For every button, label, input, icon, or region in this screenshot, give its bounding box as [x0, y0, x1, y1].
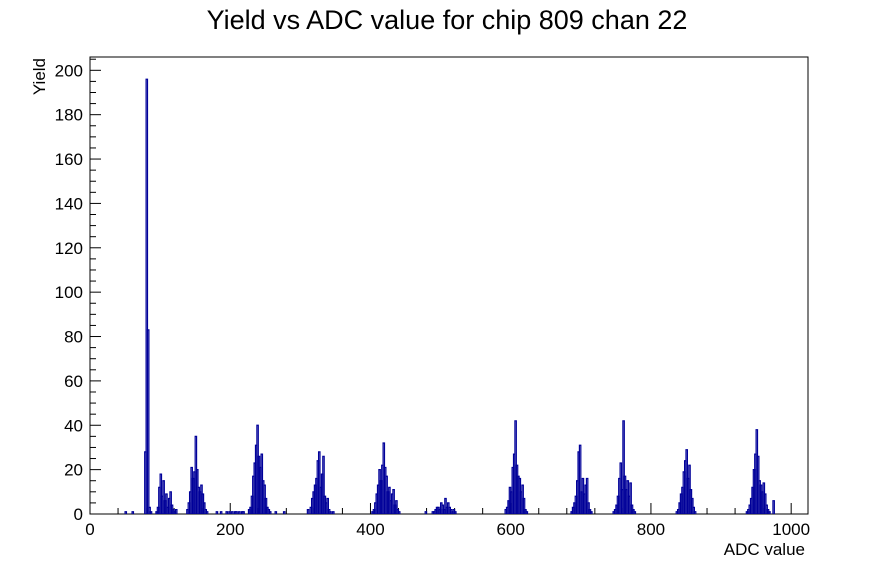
- histogram-bin: [317, 451, 321, 514]
- y-axis-tick-labels: 0 20 40 60 80 100 120 140 160 180 200: [55, 61, 83, 524]
- y-tick-label: 160: [55, 150, 83, 169]
- histogram-bin: [522, 497, 526, 514]
- y-tick-label: 60: [64, 372, 83, 391]
- histogram-bin: [424, 511, 428, 514]
- histogram-bin: [454, 511, 457, 514]
- y-axis-label: Yield: [30, 58, 49, 95]
- x-tick-label: 400: [356, 520, 384, 539]
- x-axis-tick-labels: 0 200 400 600 800 1000: [85, 520, 810, 539]
- histogram-bin: [215, 511, 219, 514]
- histogram-bin: [235, 511, 238, 514]
- histogram-bin: [444, 497, 447, 514]
- histogram-bin: [619, 462, 623, 514]
- histogram-bin: [231, 511, 234, 514]
- histogram-bin: [159, 473, 163, 514]
- histogram-bin: [238, 511, 241, 514]
- histogram-bin: [326, 497, 329, 514]
- y-tick-label: 80: [64, 328, 83, 347]
- histogram-bin: [397, 511, 401, 514]
- histogram-bin: [578, 444, 582, 514]
- y-tick-label: 20: [64, 461, 83, 480]
- x-tick-label: 800: [637, 520, 665, 539]
- y-tick-label: 200: [55, 61, 83, 80]
- histogram-bin: [242, 511, 245, 514]
- histogram-bin: [131, 511, 135, 514]
- histogram-bin: [148, 506, 151, 514]
- y-tick-label: 40: [64, 416, 83, 435]
- histogram-bin: [693, 511, 697, 514]
- histogram-bin: [332, 511, 335, 514]
- histogram-bin: [274, 511, 278, 514]
- histogram-series: [124, 78, 775, 514]
- histogram-bin: [225, 511, 229, 514]
- histogram-bin: [329, 511, 332, 514]
- y-tick-label: 0: [74, 505, 83, 524]
- x-tick-label: 0: [85, 520, 94, 539]
- histogram-bin: [585, 477, 589, 514]
- histogram-bin: [146, 329, 150, 514]
- chart-title: Yield vs ADC value for chip 809 chan 22: [207, 5, 688, 35]
- histogram-bin: [587, 502, 590, 514]
- x-tick-label: 600: [497, 520, 525, 539]
- x-tick-label: 1000: [772, 520, 810, 539]
- histogram-bin: [205, 511, 209, 514]
- histogram-bin: [395, 500, 398, 514]
- y-tick-label: 140: [55, 194, 83, 213]
- y-tick-label: 180: [55, 106, 83, 125]
- histogram-bin: [629, 482, 632, 514]
- histogram-bin: [202, 502, 206, 514]
- histogram-bin: [691, 497, 694, 514]
- histogram-bin: [768, 511, 771, 514]
- histogram-bin: [306, 508, 310, 514]
- x-tick-label: 200: [216, 520, 244, 539]
- histogram-bin: [772, 500, 775, 514]
- histogram-bin: [174, 508, 178, 514]
- plot-frame: [89, 56, 809, 515]
- histogram-bin: [145, 78, 149, 514]
- histogram-bin: [268, 511, 272, 514]
- histogram-bin: [525, 511, 529, 514]
- histogram-bin: [228, 511, 231, 514]
- histogram-bin: [692, 506, 696, 514]
- histogram-bin: [392, 488, 395, 514]
- histogram-bin: [169, 491, 172, 514]
- histogram-bin: [264, 497, 268, 514]
- histogram-bin: [282, 511, 286, 514]
- x-axis-label: ADC value: [724, 540, 805, 559]
- histogram-bin: [633, 511, 637, 514]
- histogram-bin: [149, 511, 153, 514]
- histogram-bin: [322, 455, 325, 514]
- histogram-bin: [622, 420, 625, 514]
- y-tick-label: 120: [55, 239, 83, 258]
- histogram-bin: [219, 511, 223, 514]
- histogram-bin: [162, 480, 165, 514]
- histogram-bin: [165, 493, 168, 514]
- y-tick-label: 100: [55, 283, 83, 302]
- histogram-bin: [124, 511, 128, 514]
- y-axis-ticks: [90, 58, 101, 515]
- histogram-bin: [763, 493, 767, 514]
- histogram-bin: [590, 511, 593, 514]
